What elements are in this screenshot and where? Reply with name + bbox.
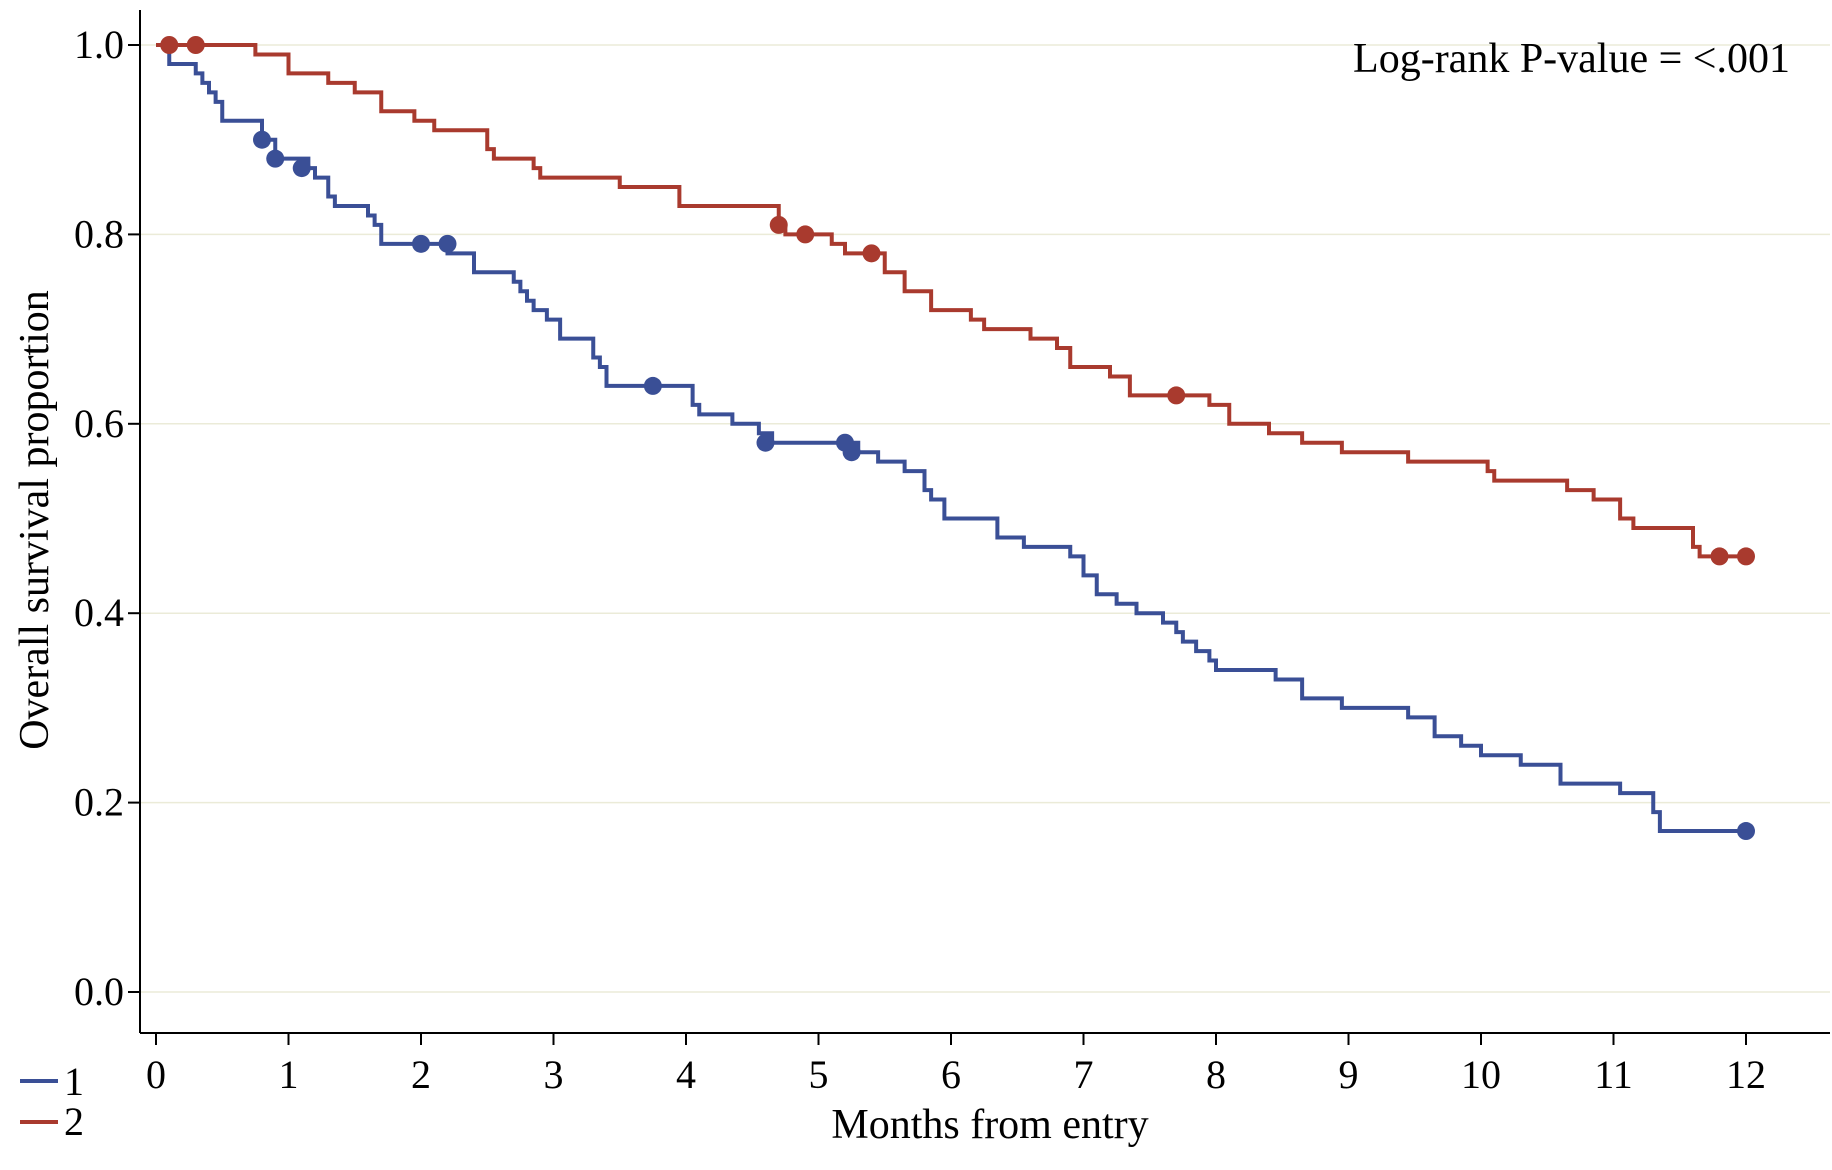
xtick-label-12: 12 xyxy=(1726,1052,1766,1097)
ytick-label-2: 0.4 xyxy=(74,590,124,635)
xtick-label-11: 11 xyxy=(1594,1052,1633,1097)
censor-point-1-0 xyxy=(253,130,271,149)
xtick-label-5: 5 xyxy=(809,1052,829,1097)
censor-point-1-5 xyxy=(643,376,662,395)
xtick-label-9: 9 xyxy=(1339,1052,1359,1097)
legend: 1 2 xyxy=(20,1059,84,1144)
censor-point-2-0 xyxy=(160,36,179,54)
censor-point-2-5 xyxy=(1167,386,1186,405)
xtick-label-2: 2 xyxy=(411,1052,431,1097)
xtick-label-0: 0 xyxy=(146,1052,166,1097)
logrank-annotation: Log-rank P-value = <.001 xyxy=(1353,36,1790,82)
censor-point-2-6 xyxy=(1710,547,1729,566)
series-lines xyxy=(156,43,1746,834)
series-line-1 xyxy=(156,43,1746,834)
censor-point-2-7 xyxy=(1737,547,1755,566)
censor-point-1-3 xyxy=(412,234,430,253)
censor-point-2-1 xyxy=(186,36,205,54)
series-line-2 xyxy=(156,43,1746,559)
xtick-label-4: 4 xyxy=(676,1052,696,1097)
censor-point-1-2 xyxy=(292,159,311,178)
y-axis-label: Overall survival proportion xyxy=(12,290,58,750)
censor-point-2-3 xyxy=(796,225,815,244)
ytick-label-0: 0.0 xyxy=(74,969,124,1014)
gridlines xyxy=(140,44,1830,993)
legend-label-series-2: 2 xyxy=(64,1099,84,1144)
legend-label-series-1: 1 xyxy=(64,1059,84,1104)
censor-point-1-1 xyxy=(266,149,285,168)
xtick-label-3: 3 xyxy=(544,1052,564,1097)
ytick-label-4: 0.8 xyxy=(74,211,124,256)
ytick-label-1: 0.2 xyxy=(74,780,124,825)
censor-point-1-8 xyxy=(842,443,861,462)
y-axis-ticks: 0.0 0.2 0.4 0.6 0.8 1.0 xyxy=(74,22,140,1014)
x-axis-label: Months from entry xyxy=(831,1102,1148,1148)
censor-point-1-6 xyxy=(756,433,775,452)
ytick-label-3: 0.6 xyxy=(74,401,124,446)
censor-point-2-2 xyxy=(769,215,788,234)
censor-point-2-4 xyxy=(862,244,881,263)
censor-markers xyxy=(160,36,1755,841)
ytick-label-5: 1.0 xyxy=(74,22,124,67)
xtick-label-10: 10 xyxy=(1461,1052,1501,1097)
xtick-label-7: 7 xyxy=(1074,1052,1094,1097)
censor-point-1-9 xyxy=(1737,822,1755,841)
x-axis-ticks: 0 1 2 3 4 5 6 7 8 9 10 11 12 xyxy=(146,1033,1766,1097)
xtick-label-8: 8 xyxy=(1206,1052,1226,1097)
xtick-label-6: 6 xyxy=(941,1052,961,1097)
censor-point-1-4 xyxy=(438,234,457,253)
xtick-label-1: 1 xyxy=(279,1052,299,1097)
